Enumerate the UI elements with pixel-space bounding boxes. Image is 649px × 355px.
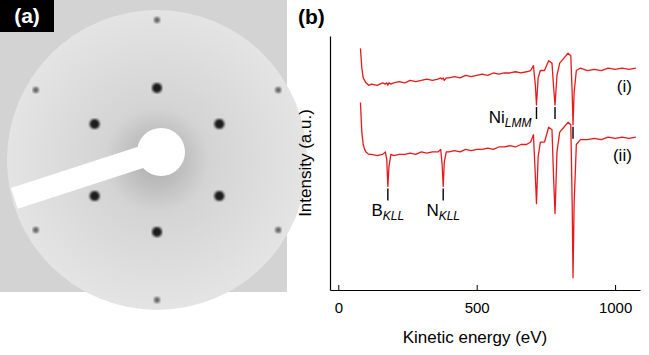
annotation: NKLL — [426, 201, 460, 223]
outer-spot — [33, 227, 39, 233]
annotation-text: N — [426, 201, 438, 220]
annotation-marker — [387, 188, 388, 200]
x-tick-label: 1000 — [599, 299, 632, 316]
gun-shadow — [137, 128, 185, 176]
annotation-subscript: KLL — [383, 209, 404, 223]
inner-spot — [214, 191, 224, 201]
annotation-subscript: KLL — [439, 209, 460, 223]
x-tick: 0 — [335, 285, 343, 316]
outer-spot — [154, 297, 160, 303]
series-label: (i) — [617, 77, 632, 96]
spectrum-line — [360, 103, 635, 278]
inner-spot — [152, 83, 162, 93]
outer-spot — [154, 17, 160, 23]
inner-spot — [90, 191, 100, 201]
plot-lines — [360, 48, 635, 277]
x-tick-label: 500 — [465, 299, 490, 316]
panel-a: (a) — [0, 0, 307, 310]
annotation-marker — [554, 107, 555, 119]
series-label: (ii) — [613, 146, 632, 165]
annotation: BKLL — [371, 201, 404, 223]
x-tick-label: 0 — [335, 299, 343, 316]
x-tick: 500 — [465, 285, 490, 316]
panel-label-box — [0, 0, 54, 32]
outer-spot — [275, 227, 281, 233]
x-tick-mark — [477, 285, 478, 290]
annotation-subscript: LMM — [505, 116, 532, 130]
outer-spot — [275, 87, 281, 93]
y-axis-line — [330, 37, 331, 291]
x-axis-line — [331, 290, 641, 291]
inner-spot — [90, 119, 100, 129]
annotation-text: B — [371, 201, 382, 220]
annotation-marker — [572, 127, 573, 139]
y-axis — [330, 37, 331, 291]
y-axis-title: Intensity (a.u.) — [296, 109, 315, 217]
panel-label: (b) — [298, 5, 325, 28]
inner-spot — [214, 119, 224, 129]
x-tick-mark — [615, 285, 616, 290]
x-axis-title: Kinetic energy (eV) — [403, 328, 548, 347]
annotation-marker — [443, 188, 444, 200]
annotation: NiLMM — [489, 108, 532, 130]
x-tick: 1000 — [599, 285, 632, 316]
annotation-text: Ni — [489, 108, 505, 127]
figure: (a) (b) 0 500 1000 Kinetic energy (eV) Intensi… — [0, 0, 649, 355]
annotation-marker — [536, 107, 537, 119]
outer-spot — [33, 87, 39, 93]
x-axis: 0 500 1000 — [331, 285, 641, 316]
gun-arm — [11, 145, 151, 209]
x-tick-mark — [338, 285, 339, 290]
panel-b: (b) 0 500 1000 Kinetic energy (eV) Intensity … — [296, 5, 641, 347]
inner-spot — [152, 227, 162, 237]
panel-label: (a) — [14, 4, 40, 27]
screen — [7, 10, 307, 310]
